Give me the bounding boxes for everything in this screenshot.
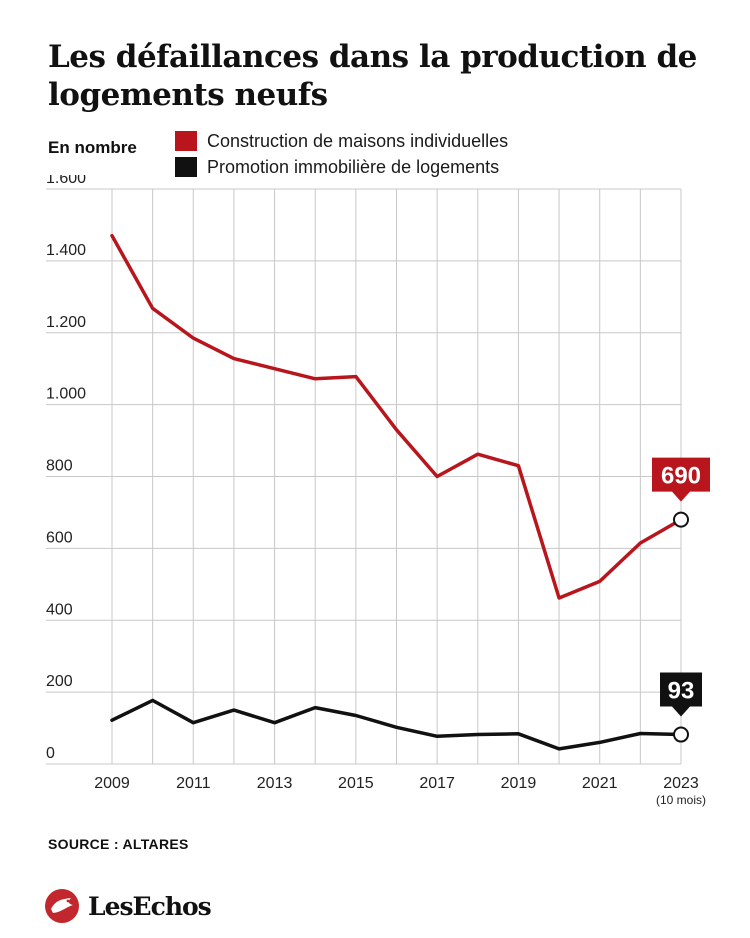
les-echos-logo-icon bbox=[45, 889, 79, 923]
x-tick-label: 2009 bbox=[94, 775, 130, 792]
legend-label-maisons: Construction de maisons individuelles bbox=[207, 130, 509, 151]
line-chart: 0 200 400 600 800 1.000 1.200 1.400 1.600 2009 201… bbox=[46, 175, 710, 807]
y-tick-label: 600 bbox=[46, 529, 73, 546]
unit-label: En nombre bbox=[48, 138, 137, 157]
series-end-point-0 bbox=[673, 511, 689, 528]
x-tick-note: (10 mois) bbox=[656, 793, 706, 807]
y-tick-label: 0 bbox=[46, 745, 55, 762]
series-end-callout-1 bbox=[660, 672, 702, 717]
brand-logo: LesEchos bbox=[44, 888, 212, 924]
legend-swatch-maisons bbox=[175, 131, 197, 151]
x-tick-label: 2021 bbox=[582, 775, 618, 792]
x-tick-label: 2011 bbox=[176, 775, 211, 792]
chart-title: Les défaillances dans la production de l… bbox=[48, 39, 697, 113]
y-tick-label: 1.200 bbox=[46, 314, 86, 331]
legend-item-promotion: Promotion immobilière de logements bbox=[175, 154, 508, 180]
y-tick-label: 200 bbox=[46, 673, 73, 690]
y-tick-label: 400 bbox=[46, 601, 73, 618]
series-line-0 bbox=[110, 233, 683, 600]
y-tick-label: 1.000 bbox=[46, 386, 86, 403]
series-end-label-0: 690 bbox=[661, 463, 701, 490]
brand-name: LesEchos bbox=[88, 891, 212, 921]
y-tick-label: 800 bbox=[46, 458, 73, 475]
legend-label-promotion: Promotion immobilière de logements bbox=[207, 156, 500, 177]
x-tick-label: 2023 bbox=[663, 775, 699, 792]
series-end-callout-0 bbox=[652, 457, 710, 502]
x-tick-label: 2015 bbox=[338, 775, 374, 792]
x-tick-label: 2017 bbox=[419, 775, 455, 792]
legend: Construction de maisons individuelles Pr… bbox=[175, 128, 508, 180]
series-line-1 bbox=[110, 698, 683, 751]
x-tick-label: 2013 bbox=[257, 775, 293, 792]
legend-item-maisons: Construction de maisons individuelles bbox=[175, 128, 508, 154]
y-tick-label: 1.400 bbox=[46, 242, 86, 259]
y-tick-label: 1.600 bbox=[46, 175, 86, 187]
source-note: SOURCE : ALTARES bbox=[48, 836, 189, 852]
x-tick-label: 2019 bbox=[501, 775, 537, 792]
series-end-point-1 bbox=[673, 726, 689, 743]
legend-swatch-promotion bbox=[175, 157, 197, 177]
series-end-label-1: 93 bbox=[668, 678, 695, 705]
